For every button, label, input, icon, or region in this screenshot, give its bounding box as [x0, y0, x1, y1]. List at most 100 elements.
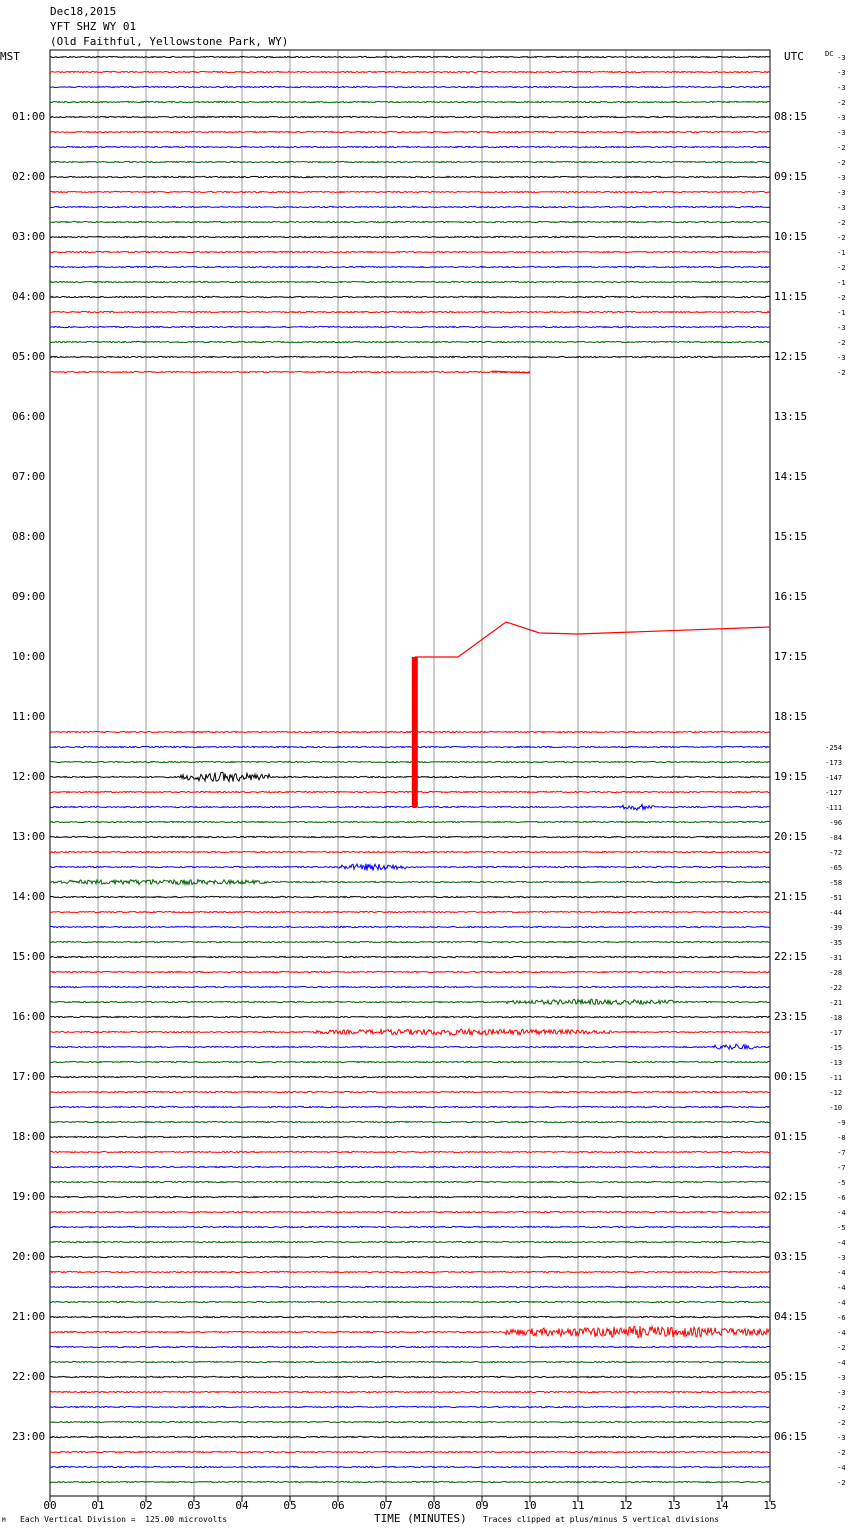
dc-offset-label: -111 — [825, 804, 843, 812]
dc-offset-label: -3 — [837, 354, 846, 362]
mst-hour-label: 02:00 — [12, 170, 46, 183]
trace-line — [49, 1210, 771, 1214]
trace-line — [49, 1375, 771, 1379]
trace-line — [49, 145, 771, 149]
trace-line — [49, 1315, 771, 1319]
utc-hour-label: 23:15 — [774, 1010, 808, 1023]
trace-line — [50, 745, 771, 749]
mst-hour-label: 15:00 — [12, 950, 46, 963]
mst-hour-label: 06:00 — [12, 410, 46, 423]
dc-offset-label: -1 — [837, 249, 846, 257]
trace-line — [49, 205, 771, 209]
dc-offset-label: -5 — [837, 1224, 846, 1232]
mst-hour-label: 04:00 — [12, 290, 46, 303]
dc-offset-label: -51 — [829, 894, 843, 902]
trace-line — [49, 1027, 771, 1037]
dc-offset-label: -2 — [837, 219, 846, 227]
trace-end-stub — [491, 370, 531, 374]
trace-line — [49, 1324, 770, 1339]
dc-offset-label: -17 — [829, 1029, 843, 1037]
header-station: YFT SHZ WY 01 — [50, 20, 137, 33]
x-tick-label: 00 — [43, 1499, 56, 1512]
trace-line — [49, 985, 771, 989]
utc-hour-label: 15:15 — [774, 530, 808, 543]
trace-line — [49, 850, 771, 854]
dc-offset-label: -3 — [837, 189, 846, 197]
dc-offset-label: -44 — [829, 909, 843, 917]
dc-offset-label: -147 — [825, 774, 843, 782]
trace-line — [49, 910, 770, 914]
dc-offset-label: -3 — [837, 1434, 846, 1442]
mst-hour-label: 17:00 — [12, 1070, 46, 1083]
utc-hour-label: 16:15 — [774, 590, 808, 603]
utc-hour-label: 04:15 — [774, 1310, 808, 1323]
dc-offset-label: -72 — [829, 849, 843, 857]
trace-line — [49, 340, 770, 344]
dc-offset-label: -2 — [837, 1344, 846, 1352]
mst-hour-label: 03:00 — [12, 230, 46, 243]
utc-hour-label: 18:15 — [774, 710, 808, 723]
dc-offset-label: -6 — [837, 1314, 846, 1322]
dc-offset-label: -2 — [837, 264, 846, 272]
utc-hour-label: 14:15 — [774, 470, 808, 483]
dc-offset-label: -8 — [837, 1134, 846, 1142]
x-tick-label: 10 — [523, 1499, 536, 1512]
mst-axis-label: MST — [0, 50, 20, 63]
trace-line — [49, 235, 771, 239]
trace-line — [49, 1060, 771, 1064]
trace-line — [49, 115, 771, 119]
dc-offset-label: -3 — [837, 1389, 846, 1397]
corner-mark: M — [2, 1517, 6, 1524]
trace-line — [49, 1015, 771, 1019]
trace-line — [49, 1105, 771, 1109]
trace-line — [49, 1420, 771, 1424]
dc-offset-label: -10 — [829, 1104, 843, 1112]
dc-offset-label: -3 — [837, 1254, 846, 1262]
drift-trace — [414, 621, 771, 658]
dc-offset-label: -4 — [837, 1269, 846, 1277]
mst-hour-label: 18:00 — [12, 1130, 46, 1143]
trace-line — [49, 250, 771, 254]
dc-offset-label: -65 — [829, 864, 843, 872]
trace-line — [49, 862, 771, 872]
trace-line — [49, 70, 771, 74]
trace-line — [49, 925, 770, 929]
trace-line — [49, 370, 531, 374]
trace-line — [49, 1405, 771, 1409]
trace-line — [49, 1225, 771, 1229]
dc-offset-label: -2 — [837, 1449, 846, 1457]
utc-hour-label: 11:15 — [774, 290, 808, 303]
utc-hour-label: 03:15 — [774, 1250, 808, 1263]
x-tick-label: 01 — [91, 1499, 104, 1512]
dc-offset-label: -3 — [837, 84, 846, 92]
trace-line — [49, 790, 771, 794]
dc-offset-label: -13 — [829, 1059, 843, 1067]
dc-label: DC — [825, 50, 834, 58]
clip-note: Traces clipped at plus/minus 5 vertical … — [483, 1515, 720, 1524]
utc-hour-label: 19:15 — [774, 770, 808, 783]
dc-offset-label: -15 — [829, 1044, 843, 1052]
trace-line — [49, 1120, 771, 1124]
x-tick-label: 02 — [139, 1499, 152, 1512]
trace-line — [49, 1285, 771, 1289]
mst-hour-label: 16:00 — [12, 1010, 46, 1023]
dc-offset-label: -22 — [829, 984, 843, 992]
mst-hour-label: 08:00 — [12, 530, 46, 543]
trace-line — [49, 55, 771, 59]
x-tick-label: 14 — [715, 1499, 729, 1512]
trace-line — [49, 1360, 771, 1364]
utc-hour-label: 02:15 — [774, 1190, 808, 1203]
trace-line — [49, 1180, 771, 1184]
dc-offset-label: -12 — [829, 1089, 843, 1097]
dc-offset-label: -58 — [829, 879, 843, 887]
mst-hour-label: 23:00 — [12, 1430, 46, 1443]
mst-hour-label: 19:00 — [12, 1190, 46, 1203]
x-tick-label: 09 — [475, 1499, 488, 1512]
trace-line — [49, 955, 771, 959]
plot-frame — [49, 49, 771, 1497]
dc-offset-label: -4 — [837, 1359, 846, 1367]
trace-line — [49, 835, 771, 839]
x-tick-label: 06 — [331, 1499, 344, 1512]
dc-offset-label: -2 — [837, 294, 846, 302]
